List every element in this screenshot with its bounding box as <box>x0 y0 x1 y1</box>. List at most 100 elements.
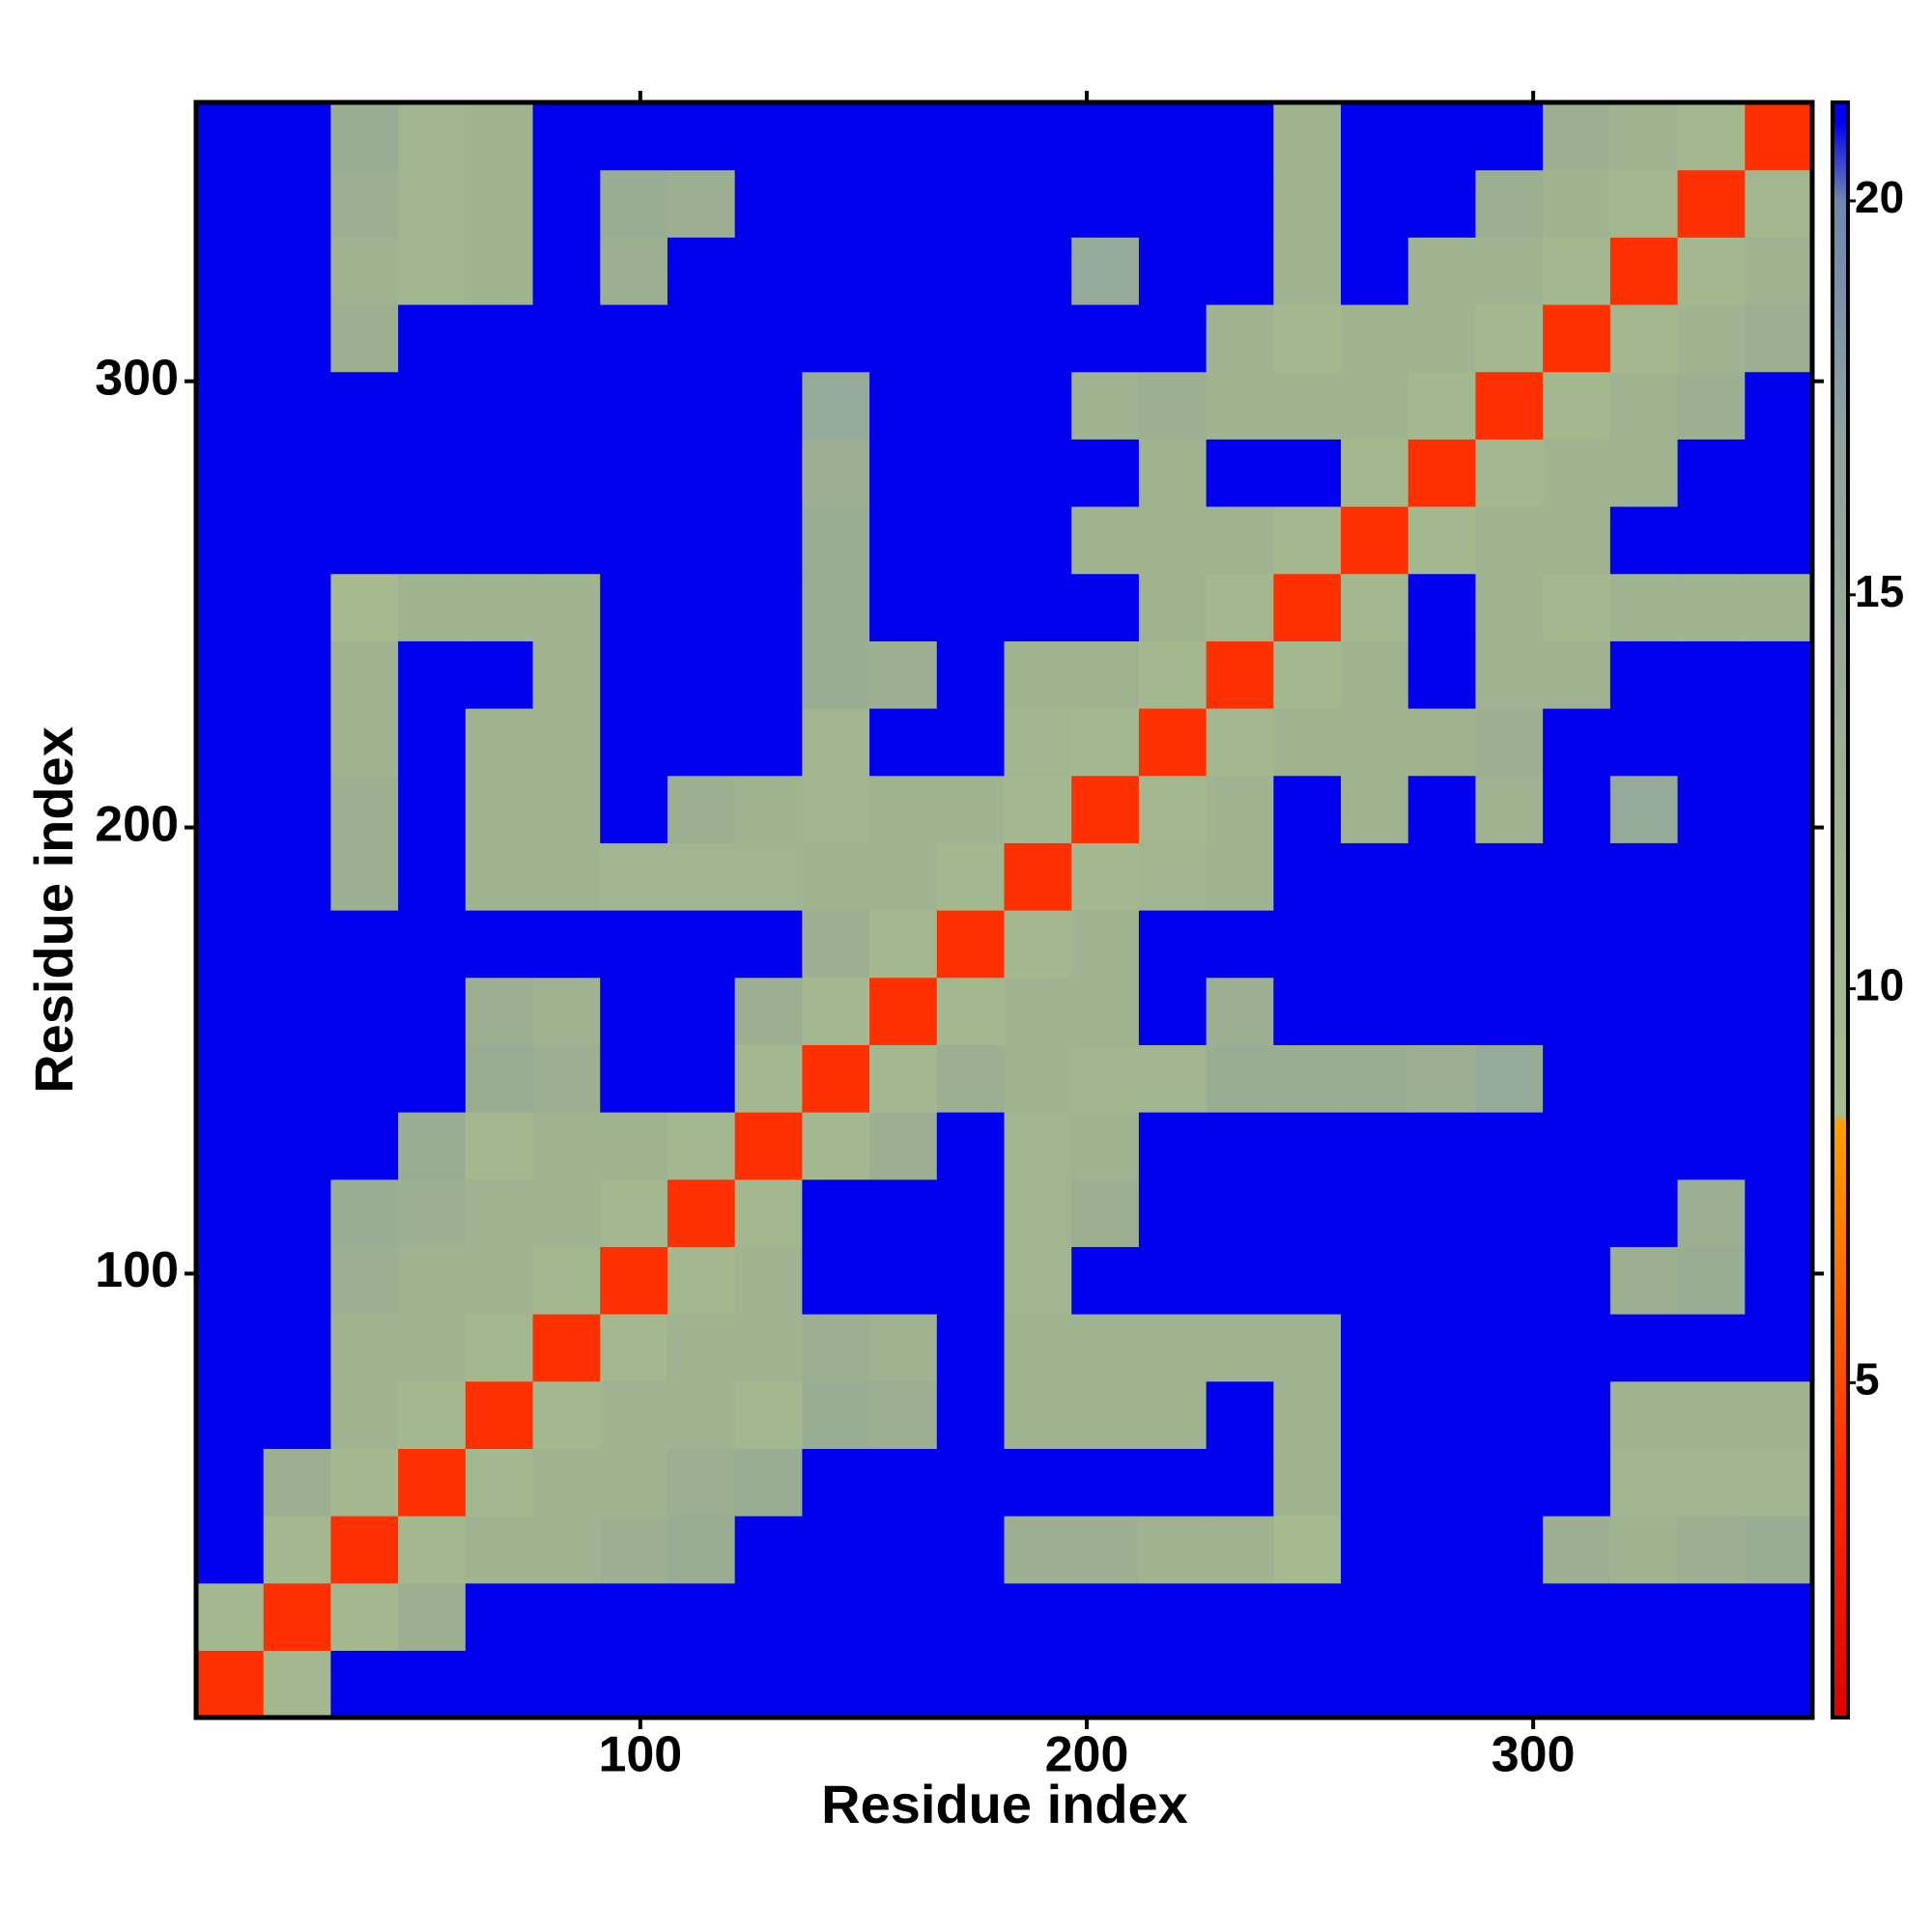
heatmap-cell <box>465 1516 534 1584</box>
heatmap-cell <box>465 1179 534 1247</box>
heatmap-cell <box>802 237 870 305</box>
heatmap-cell <box>869 708 938 777</box>
heatmap-cell <box>734 1044 803 1113</box>
heatmap-cell <box>1677 1044 1746 1113</box>
heatmap-cell <box>600 1650 668 1719</box>
heatmap-cell <box>734 506 803 575</box>
heatmap-cell <box>667 1380 736 1449</box>
heatmap-cell <box>465 506 534 575</box>
heatmap-cell <box>1138 1044 1208 1113</box>
heatmap-cell <box>263 1448 332 1517</box>
heatmap-cell <box>398 1448 467 1517</box>
heatmap-cell <box>263 775 332 843</box>
heatmap-cell <box>196 775 265 843</box>
heatmap-cell <box>734 1448 803 1517</box>
heatmap-cell <box>196 371 265 440</box>
colorbar <box>1831 100 1850 1719</box>
heatmap-cell <box>1543 169 1611 238</box>
heatmap-cell <box>600 304 668 373</box>
heatmap-cell <box>1543 304 1611 373</box>
heatmap-cell <box>1138 775 1208 843</box>
heatmap-cell <box>263 1516 332 1584</box>
heatmap-cell <box>263 1179 332 1247</box>
heatmap-cell <box>398 439 467 507</box>
heatmap-cell <box>330 775 399 843</box>
heatmap-cell <box>1609 842 1679 911</box>
heatmap-cell <box>1543 1516 1611 1584</box>
heatmap-cell <box>1071 1448 1140 1517</box>
heatmap-cell <box>936 439 1006 507</box>
heatmap-cell <box>1341 910 1409 979</box>
heatmap-cell <box>1677 910 1746 979</box>
heatmap-cell <box>1677 169 1746 238</box>
heatmap-cell <box>802 1582 870 1651</box>
heatmap-cell <box>600 1314 668 1382</box>
heatmap-cell <box>1475 439 1544 507</box>
heatmap-cell <box>398 371 467 440</box>
heatmap-cell <box>330 1582 399 1651</box>
heatmap-cell <box>1543 1314 1611 1382</box>
heatmap-cell <box>1745 708 1813 777</box>
heatmap-cell <box>734 439 803 507</box>
heatmap-cell <box>398 1516 467 1584</box>
heatmap-cell <box>734 640 803 709</box>
heatmap-cell <box>667 640 736 709</box>
heatmap-cell <box>465 1448 534 1517</box>
heatmap-cell <box>1609 1650 1679 1719</box>
heatmap-cell <box>802 1650 870 1719</box>
heatmap-cell <box>734 1582 803 1651</box>
heatmap-cell <box>1206 1516 1274 1584</box>
heatmap-cell <box>869 1044 938 1113</box>
heatmap-cell <box>802 1179 870 1247</box>
heatmap-cell <box>600 1044 668 1113</box>
heatmap-cell <box>869 1246 938 1315</box>
heatmap-cell <box>600 708 668 777</box>
heatmap-cell <box>1745 1448 1813 1517</box>
colorbar-tick-label: 5 <box>1855 1354 1880 1405</box>
heatmap-cell <box>1609 1112 1679 1180</box>
heatmap-cell <box>1138 573 1208 641</box>
heatmap-cell <box>1341 439 1409 507</box>
heatmap-cell <box>734 1112 803 1180</box>
heatmap-cell <box>869 1516 938 1584</box>
heatmap-cell <box>1004 1246 1072 1315</box>
heatmap-cell <box>1609 439 1679 507</box>
heatmap-cell <box>532 640 601 709</box>
heatmap-cell <box>196 1246 265 1315</box>
heatmap-cell <box>1745 842 1813 911</box>
heatmap-cell <box>330 1314 399 1382</box>
heatmap-cell <box>869 977 938 1045</box>
heatmap-cell <box>734 1179 803 1247</box>
heatmap-cell <box>1273 1314 1342 1382</box>
heatmap-cell <box>1341 1112 1409 1180</box>
heatmap-cell <box>1475 237 1544 305</box>
heatmap-cell <box>532 237 601 305</box>
heatmap-cell <box>330 1112 399 1180</box>
heatmap-cell <box>667 237 736 305</box>
heatmap-cell <box>196 304 265 373</box>
heatmap <box>196 102 1813 1719</box>
heatmap-cell <box>734 1516 803 1584</box>
heatmap-cell <box>330 1448 399 1517</box>
heatmap-cell <box>398 1380 467 1449</box>
heatmap-cell <box>1206 1179 1274 1247</box>
heatmap-cell <box>1341 1044 1409 1113</box>
heatmap-cell <box>1273 775 1342 843</box>
heatmap-cell <box>330 1650 399 1719</box>
heatmap-cell <box>1407 237 1477 305</box>
heatmap-cell <box>465 1246 534 1315</box>
heatmap-cell <box>532 1246 601 1315</box>
heatmap-cell <box>1543 573 1611 641</box>
heatmap-cell <box>465 169 534 238</box>
heatmap-cell <box>1004 1650 1072 1719</box>
heatmap-cell <box>1407 1246 1477 1315</box>
heatmap-cell <box>667 1448 736 1517</box>
heatmap-cell <box>263 1650 332 1719</box>
heatmap-cell <box>1677 1246 1746 1315</box>
heatmap-cell <box>196 977 265 1045</box>
heatmap-cell <box>869 506 938 575</box>
heatmap-cell <box>1273 102 1342 171</box>
heatmap-cell <box>1745 169 1813 238</box>
heatmap-cell <box>1206 1246 1274 1315</box>
heatmap-cell <box>1475 842 1544 911</box>
